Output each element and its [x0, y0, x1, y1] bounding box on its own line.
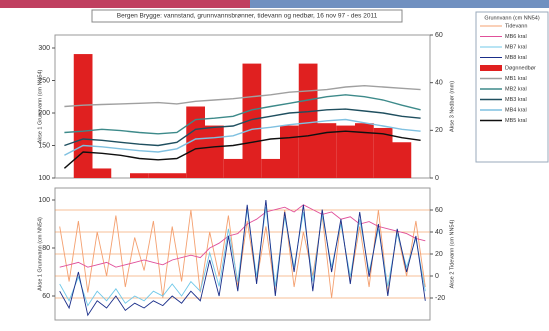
bar — [130, 173, 149, 178]
y-tick-label: 100 — [38, 175, 50, 182]
bar — [149, 173, 168, 178]
legend-label: Døgnnedbør — [505, 65, 536, 71]
y2-tick-label: 0 — [435, 175, 439, 182]
line — [60, 205, 426, 267]
chart-title: Bergen Brygge: vannstand, grunnvannsbrøn… — [117, 13, 378, 20]
bar — [205, 126, 224, 178]
y2-axis-label: Akse 3 Nedbør (mm) — [449, 81, 455, 132]
y-tick-label: 60 — [42, 293, 50, 300]
bar — [261, 159, 280, 178]
chart: Bergen Brygge: vannstand, grunnvannsbrøn… — [0, 0, 549, 331]
y2-tick-label: -20 — [435, 295, 445, 302]
bar — [74, 54, 93, 178]
legend-label: MB6 kral — [505, 34, 527, 40]
legend-label: MB3 kral — [505, 97, 527, 103]
legend-label: MB5 kral — [505, 118, 527, 124]
bar — [243, 64, 262, 178]
legend-title: Grunnvann (cm NN54) — [484, 15, 539, 21]
legend-label: MB8 kral — [505, 55, 527, 61]
y2-tick-label: 60 — [435, 207, 443, 214]
y-axis-label: Akse 1 Grunnvann (cm NN54) — [37, 217, 43, 291]
bar — [336, 126, 355, 178]
legend-label: MB1 kral — [505, 76, 527, 82]
legend-label: MB7 kral — [505, 44, 527, 50]
y2-axis-label: Akse 2 Tidevann (cm NN54) — [449, 219, 455, 288]
bar — [280, 126, 299, 178]
y-tick-label: 300 — [38, 45, 50, 52]
y2-tick-label: 40 — [435, 229, 443, 236]
bar — [299, 64, 318, 178]
y2-tick-label: 20 — [435, 127, 443, 134]
legend-label: MB2 kral — [505, 86, 527, 92]
y2-tick-label: 60 — [435, 32, 443, 39]
header-strip — [250, 0, 549, 8]
y2-tick-label: 40 — [435, 80, 443, 87]
y-axis-label: Akse 1 Grunnvann (cm NN54) — [37, 70, 43, 144]
y-tick-label: 100 — [38, 197, 50, 204]
legend-label: MB4 kral — [505, 107, 527, 113]
bar — [93, 168, 112, 178]
y2-tick-label: 0 — [435, 273, 439, 280]
bar — [393, 142, 412, 178]
legend-label: Tidevann — [505, 23, 527, 29]
y2-tick-label: 20 — [435, 251, 443, 258]
legend-swatch — [480, 65, 502, 71]
bar — [168, 173, 187, 178]
bar — [224, 159, 243, 178]
